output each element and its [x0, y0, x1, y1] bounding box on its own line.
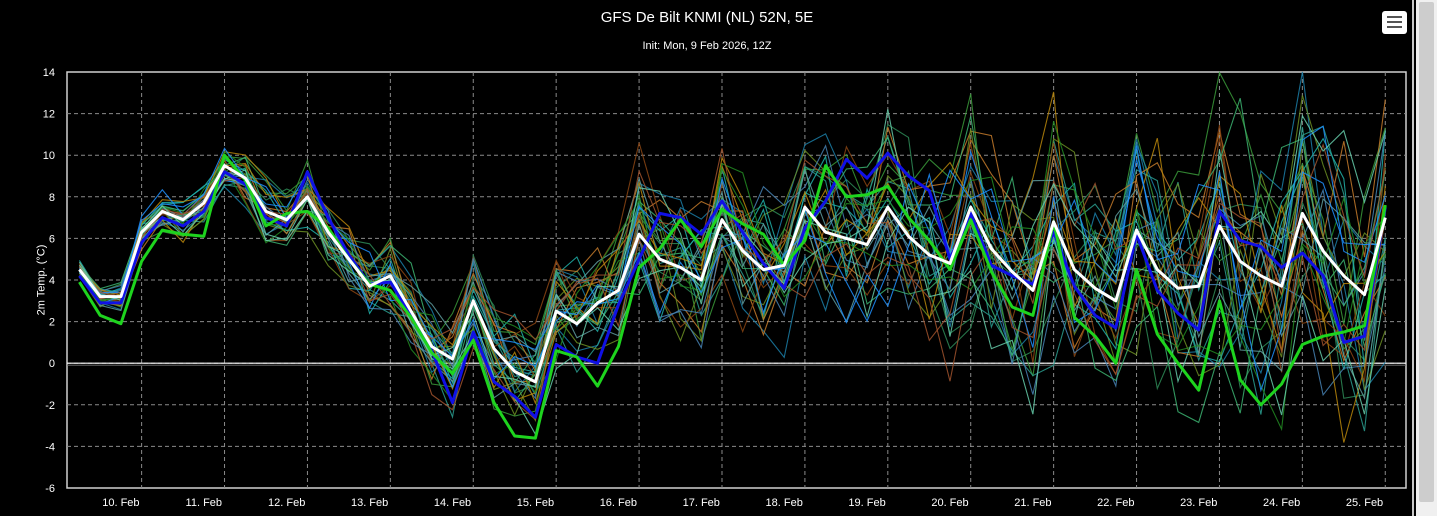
hamburger-menu-icon: [1387, 16, 1402, 18]
chart-title: GFS De Bilt KNMI (NL) 52N, 5E: [600, 9, 814, 26]
x-tick-label: 22. Feb: [1097, 497, 1134, 509]
scrollbar-thumb[interactable]: [1419, 2, 1434, 502]
hamburger-menu-icon-bar: [1387, 21, 1402, 23]
y-tick-label: 0: [49, 358, 55, 370]
x-tick-label: 11. Feb: [186, 497, 223, 509]
x-tick-label: 25. Feb: [1346, 497, 1383, 509]
x-tick-label: 16. Feb: [600, 497, 637, 509]
y-tick-label: 4: [49, 275, 55, 287]
hamburger-menu-icon-bar: [1387, 26, 1402, 28]
x-tick-label: 14. Feb: [434, 497, 471, 509]
y-tick-label: 12: [43, 109, 55, 121]
green-run-line: [78, 153, 1387, 440]
y-tick-label: 14: [43, 67, 55, 79]
x-tick-label: 19. Feb: [848, 497, 885, 509]
y-tick-label: -4: [45, 441, 55, 453]
ensemble-member-line: [79, 139, 1386, 422]
x-tick-label: 17. Feb: [683, 497, 720, 509]
y-tick-label: 8: [49, 192, 55, 204]
chart-subtitle: Init: Mon, 9 Feb 2026, 12Z: [642, 40, 772, 52]
x-tick-label: 20. Feb: [931, 497, 968, 509]
y-tick-label: 6: [49, 233, 55, 245]
ensemble-member-line: [78, 143, 1386, 342]
y-tick-label: 10: [43, 150, 55, 162]
y-tick-label: -2: [45, 400, 55, 412]
chart-menu-button[interactable]: [1382, 11, 1407, 34]
x-tick-label: 15. Feb: [517, 497, 554, 509]
ensemble-member-line: [78, 125, 1386, 380]
ensemble-member-line: [78, 126, 1386, 432]
x-tick-label: 12. Feb: [268, 497, 305, 509]
x-tick-label: 23. Feb: [1180, 497, 1217, 509]
y-tick-label: 2: [49, 317, 55, 329]
ensemble-member-line: [79, 145, 1386, 393]
ensemble-member-line: [78, 71, 1386, 393]
x-tick-label: 21. Feb: [1014, 497, 1051, 509]
white-run-line: [78, 164, 1387, 384]
x-tick-label: 10. Feb: [102, 497, 139, 509]
vertical-scrollbar[interactable]: [1416, 0, 1437, 516]
x-tick-label: 24. Feb: [1263, 497, 1300, 509]
y-tick-label: -6: [45, 483, 55, 495]
ensemble-member-line: [78, 126, 1386, 381]
x-tick-label: 13. Feb: [351, 497, 388, 509]
x-tick-label: 18. Feb: [766, 497, 803, 509]
